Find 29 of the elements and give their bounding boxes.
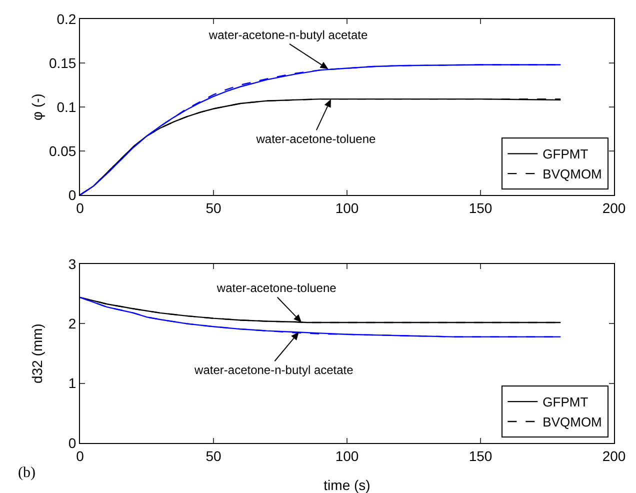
y-axis-title: φ (-) <box>29 94 45 120</box>
annotation: water-acetone-n-butyl acetate <box>194 363 354 378</box>
y-tick-label: 0 <box>68 186 76 203</box>
x-tick-label: 150 <box>468 200 492 216</box>
y-tick-label: 1 <box>68 375 76 392</box>
x-tick-label: 200 <box>602 448 626 464</box>
x-axis-title: time (s) <box>324 477 370 493</box>
legend-label: GFPMT <box>542 394 588 410</box>
y-axis-title: d32 (mm) <box>29 324 45 384</box>
x-tick-label: 50 <box>206 200 222 216</box>
x-tick-label: 150 <box>468 448 492 464</box>
y-tick-label: 0.1 <box>56 98 76 115</box>
y-tick-label: 3 <box>68 256 76 272</box>
legend-label: BVQMOM <box>542 414 602 430</box>
annotation: water-acetone-n-butyl acetate <box>208 28 368 42</box>
text: (b) <box>18 465 36 481</box>
x-tick-label: 100 <box>335 200 359 216</box>
x-tick-label: 100 <box>335 448 359 464</box>
annotation: water-acetone-toluene <box>256 132 376 146</box>
x-tick-label: 200 <box>602 200 626 216</box>
legend-label: GFPMT <box>542 146 588 162</box>
annotation: water-acetone-toluene <box>216 281 336 296</box>
y-tick-label: 0.2 <box>56 10 76 27</box>
y-tick-label: 0 <box>68 434 76 451</box>
y-tick-label: 0.15 <box>48 54 76 71</box>
y-tick-label: 0.05 <box>48 142 76 159</box>
y-tick-label: 2 <box>68 316 76 332</box>
legend-label: BVQMOM <box>542 166 602 182</box>
x-tick-label: 50 <box>206 448 222 464</box>
